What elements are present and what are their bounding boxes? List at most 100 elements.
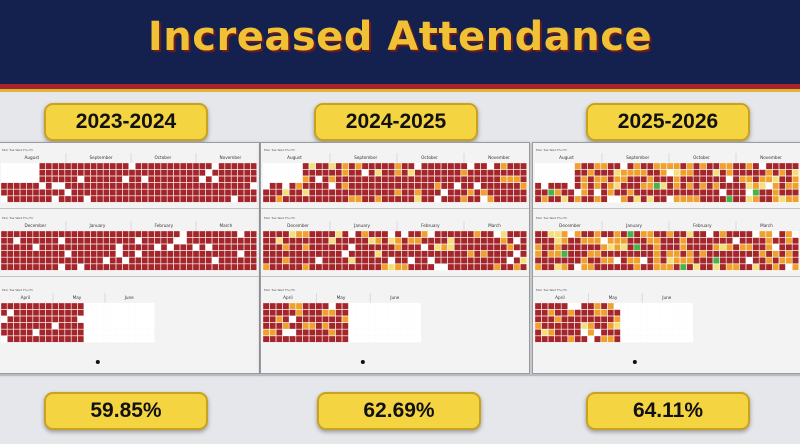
- day-cell: [32, 169, 40, 176]
- day-cell: [421, 182, 428, 190]
- day-cell: [554, 329, 562, 336]
- day-cell: [361, 257, 369, 264]
- day-cell: [141, 189, 148, 196]
- day-cell: [71, 189, 78, 196]
- day-cell: [375, 182, 382, 190]
- day-cell: [633, 195, 641, 203]
- day-cell: [212, 169, 219, 176]
- day-cell: [96, 316, 104, 323]
- day-cell: [561, 237, 568, 244]
- day-cell: [355, 195, 362, 203]
- day-cell: [160, 169, 168, 176]
- day-cell: [408, 169, 415, 176]
- day-cell: [785, 189, 793, 196]
- day-cell: [335, 309, 342, 316]
- day-cell: [218, 169, 225, 176]
- day-cell: [480, 257, 488, 264]
- day-cell: [309, 162, 316, 170]
- day-cell: [487, 244, 494, 251]
- day-cell: [128, 250, 136, 258]
- day-cell: [128, 230, 136, 238]
- day-cell: [103, 237, 110, 244]
- day-cell: [186, 250, 193, 258]
- day-cell: [660, 162, 667, 170]
- day-cell: [660, 335, 667, 343]
- day-cell: [199, 257, 206, 264]
- day-cell: [58, 244, 65, 251]
- day-cell: [90, 169, 97, 176]
- day-cell: [199, 250, 206, 258]
- day-cell: [116, 302, 123, 310]
- day-cell: [282, 162, 290, 170]
- day-cell: [309, 257, 316, 264]
- day-cell: [90, 195, 97, 203]
- day-cell: [103, 302, 110, 310]
- day-cell: [355, 237, 362, 244]
- day-cell: [122, 322, 129, 330]
- day-cell: [355, 316, 362, 323]
- day-cell: [447, 230, 455, 238]
- day-cell: [45, 322, 52, 330]
- day-cell: [726, 189, 733, 196]
- day-cell: [699, 237, 707, 244]
- day-cell: [315, 250, 323, 258]
- day-cell: [401, 329, 408, 336]
- day-cell: [627, 176, 634, 183]
- day-cell: [148, 302, 155, 310]
- day-cell: [548, 309, 555, 316]
- day-cell: [594, 237, 601, 244]
- day-cell: [548, 169, 555, 176]
- day-cell: [262, 309, 270, 316]
- day-cell: [355, 244, 362, 251]
- day-cell: [620, 176, 628, 183]
- day-cell: [732, 169, 740, 176]
- day-cell: [567, 302, 575, 310]
- day-cell: [666, 237, 674, 244]
- day-cell: [122, 257, 129, 264]
- day-cell: [441, 244, 448, 251]
- day-cell: [394, 335, 402, 343]
- day-cell: [368, 189, 375, 196]
- day-cell: [58, 250, 65, 258]
- day-cell: [122, 189, 129, 196]
- day-cell: [368, 335, 375, 343]
- day-cell: [148, 244, 155, 251]
- day-cell: [64, 302, 72, 310]
- day-cell: [574, 322, 581, 330]
- day-cell: [627, 257, 634, 264]
- day-cell: [328, 162, 336, 170]
- day-cell: [20, 316, 27, 323]
- day-cell: [173, 176, 180, 183]
- day-cell: [772, 230, 779, 238]
- day-cell: [26, 257, 33, 264]
- day-cell: [480, 182, 488, 190]
- day-cell: [666, 169, 674, 176]
- day-cell: [368, 316, 375, 323]
- day-cell: [574, 257, 581, 264]
- day-cell: [401, 162, 408, 170]
- day-cell: [328, 257, 336, 264]
- day-cell: [58, 169, 65, 176]
- day-cell: [128, 257, 136, 264]
- day-cell: [673, 176, 680, 183]
- day-cell: [348, 322, 356, 330]
- day-cell: [620, 162, 628, 170]
- day-cell: [713, 195, 720, 203]
- day-cell: [427, 169, 435, 176]
- day-cell: [666, 182, 674, 190]
- day-cell: [680, 329, 687, 336]
- day-cell: [388, 250, 395, 258]
- day-cell: [276, 302, 283, 310]
- month-label: November: [220, 155, 242, 160]
- month-label: October: [693, 155, 710, 160]
- day-cell: [141, 263, 148, 271]
- day-cell: [520, 176, 527, 183]
- day-cell: [401, 195, 408, 203]
- day-cell: [627, 189, 634, 196]
- day-cell: [58, 316, 65, 323]
- day-cell: [487, 169, 494, 176]
- day-cell: [71, 250, 78, 258]
- divider: [0, 374, 800, 376]
- day-cell: [467, 250, 474, 258]
- day-cell: [322, 244, 329, 251]
